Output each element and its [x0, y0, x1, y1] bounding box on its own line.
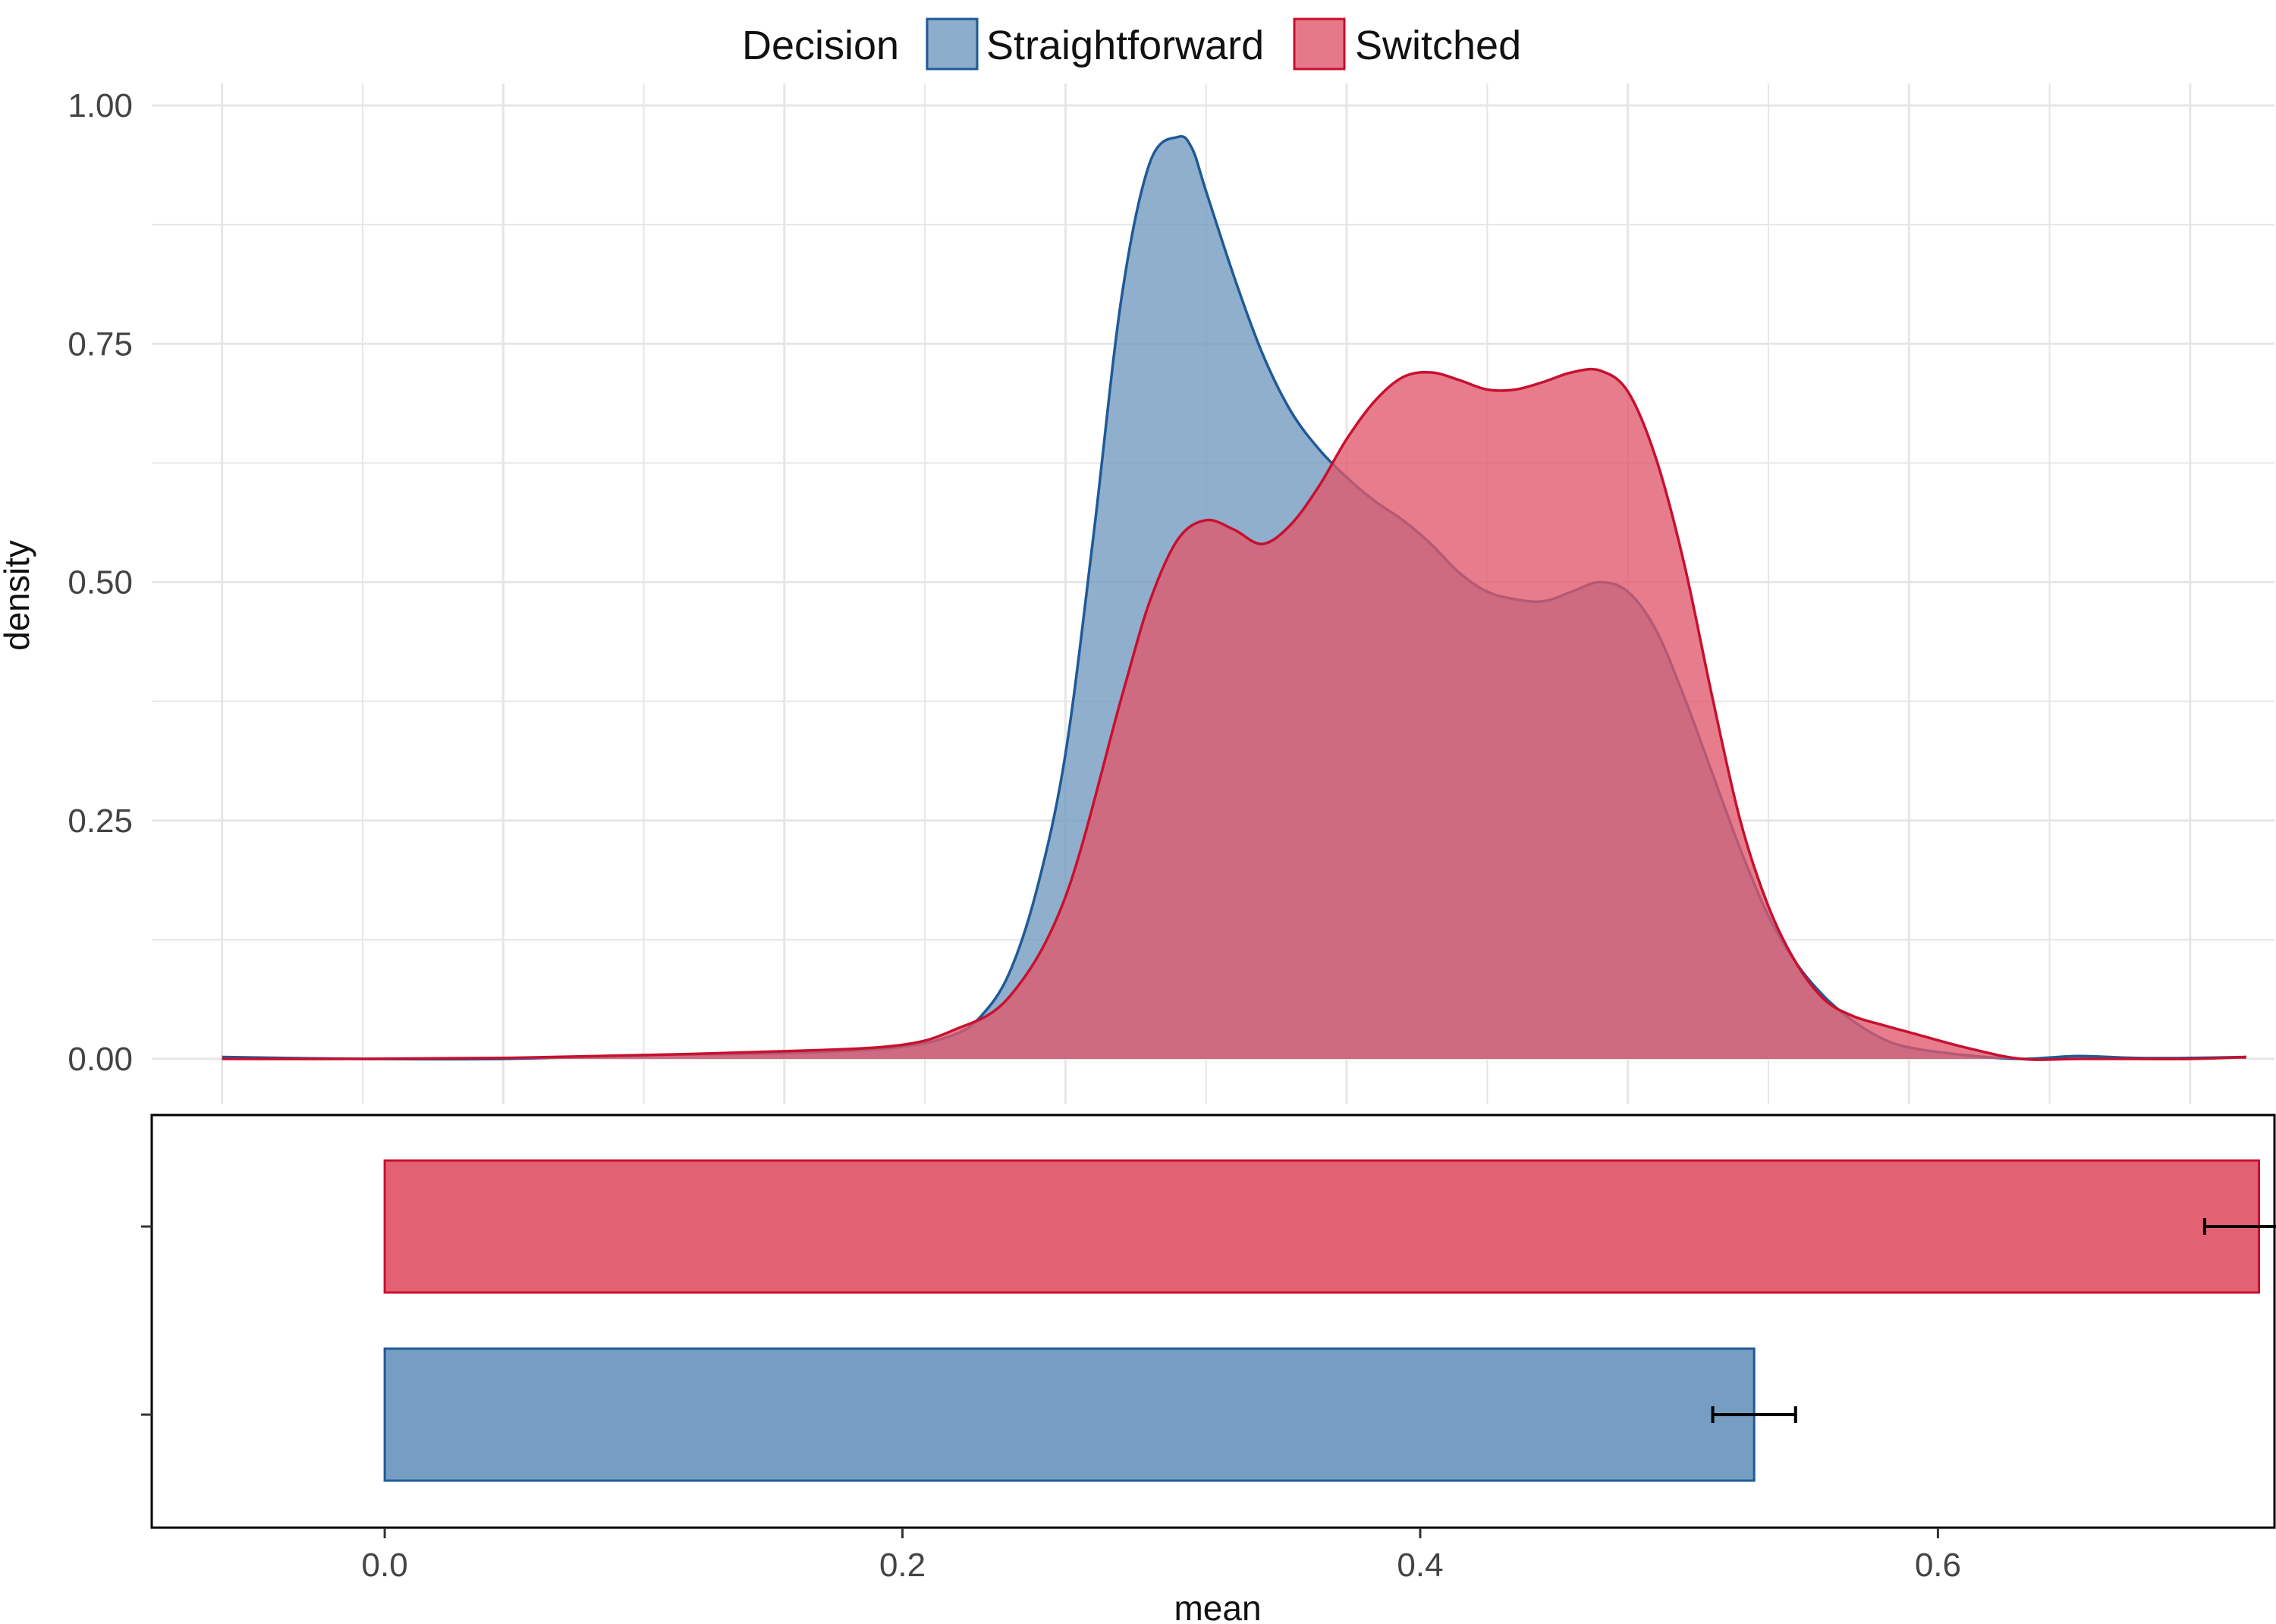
- density-area-switched: [222, 369, 2246, 1060]
- bar-panel-frame: [150, 1114, 2276, 1529]
- legend-key-straightforward: [926, 17, 979, 71]
- bar-x-tick-label: 0.0: [362, 1547, 408, 1584]
- bar-x-tick-label: 0.6: [1915, 1547, 1961, 1584]
- bar-x-tick-label: 0.2: [879, 1547, 926, 1584]
- legend-label-straightforward: Straightforward: [986, 23, 1264, 68]
- bar-panel: 0.0 0.2 0.4 0.6 mean: [141, 1114, 2276, 1624]
- density-y-axis-label: density: [0, 540, 36, 651]
- density-y-tick-label: 1.00: [68, 87, 133, 124]
- density-y-tick-label: 0.50: [68, 564, 133, 602]
- density-panel: 0.00 0.25 0.50 0.75 1.00 density: [0, 83, 2274, 1104]
- density-y-tick-label: 0.00: [68, 1041, 133, 1078]
- legend: Decision Straightforward Switched: [742, 17, 1521, 71]
- bar-straightforward: [383, 1347, 1756, 1482]
- legend-label-switched: Switched: [1355, 23, 1521, 68]
- legend-key-switched: [1293, 17, 1346, 71]
- bar-x-axis-label: mean: [1174, 1588, 1261, 1624]
- bar-x-tick-label: 0.4: [1397, 1547, 1443, 1584]
- legend-title: Decision: [742, 23, 899, 68]
- density-y-tick-label: 0.25: [68, 803, 133, 840]
- bar-switched: [383, 1159, 2261, 1294]
- density-y-tick-label: 0.75: [68, 325, 133, 363]
- density-line-switched: [222, 367, 2246, 1061]
